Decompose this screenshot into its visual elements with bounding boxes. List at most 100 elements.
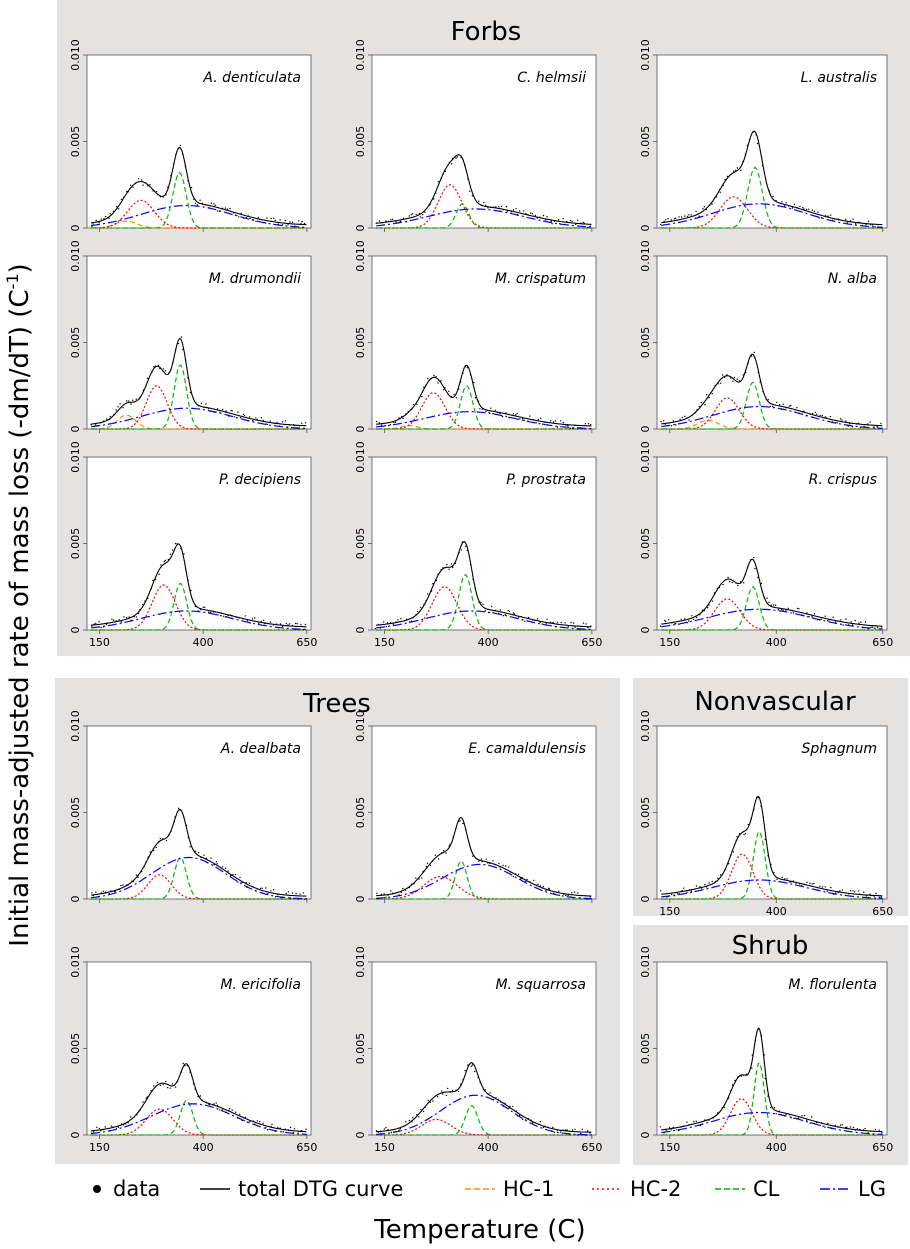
data-point xyxy=(791,207,794,209)
data-point xyxy=(826,890,828,892)
data-point xyxy=(724,178,726,181)
data-point xyxy=(399,220,402,222)
data-point xyxy=(750,817,752,820)
data-point xyxy=(434,854,437,856)
data-point xyxy=(694,890,696,893)
data-point xyxy=(837,218,839,220)
data-point xyxy=(415,614,417,616)
data-point xyxy=(742,374,744,376)
data-point xyxy=(571,220,573,222)
panel-label: M. florulenta xyxy=(788,977,877,993)
data-point xyxy=(499,609,502,611)
data-point xyxy=(400,891,402,894)
data-point xyxy=(111,618,113,621)
panel-frame xyxy=(371,725,597,900)
data-point xyxy=(821,886,824,888)
data-point xyxy=(873,426,875,428)
data-point xyxy=(455,157,457,159)
data-point xyxy=(162,1084,164,1086)
data-point xyxy=(552,1126,554,1129)
data-point xyxy=(265,1127,267,1129)
data-point xyxy=(122,407,124,409)
data-point xyxy=(828,619,830,621)
data-point xyxy=(489,1092,491,1094)
data-point xyxy=(264,623,266,625)
data-point xyxy=(792,880,794,882)
data-point xyxy=(493,1098,495,1101)
y-tick-label: 0 xyxy=(639,426,652,433)
data-point xyxy=(854,619,856,622)
data-point xyxy=(867,1132,869,1134)
data-point xyxy=(412,403,414,406)
data-point xyxy=(559,1131,562,1133)
data-point xyxy=(676,893,679,895)
data-point xyxy=(542,423,544,425)
data-point xyxy=(234,214,237,217)
data-point xyxy=(221,207,224,209)
data-point xyxy=(678,623,680,625)
data-point xyxy=(209,410,211,413)
data-point xyxy=(391,218,394,220)
data-point xyxy=(170,175,172,177)
y-tick-label: 0.005 xyxy=(69,126,82,158)
data-point xyxy=(787,607,789,609)
data-point xyxy=(797,1117,800,1119)
data-point xyxy=(558,890,560,892)
data-point xyxy=(169,553,171,555)
data-point xyxy=(837,1125,839,1128)
data-point xyxy=(855,423,858,425)
panel-A_dealbata: 0 0.005 0.010 A. dealbata xyxy=(69,710,312,903)
data-point xyxy=(796,407,798,409)
data-point xyxy=(675,217,677,219)
data-point xyxy=(228,415,230,417)
data-point xyxy=(182,153,184,155)
data-point xyxy=(238,216,240,218)
data-point xyxy=(150,1090,152,1092)
data-point xyxy=(437,1096,439,1098)
panel-frame xyxy=(86,961,312,1136)
data-point xyxy=(760,156,763,158)
data-point xyxy=(255,417,257,419)
data-point xyxy=(254,890,257,892)
data-point xyxy=(764,1078,766,1080)
data-point xyxy=(541,623,543,625)
data-point xyxy=(783,1115,786,1117)
data-point xyxy=(701,1123,703,1125)
data-point xyxy=(91,225,93,227)
data-point xyxy=(770,1106,772,1109)
data-point xyxy=(142,184,144,186)
data-point xyxy=(404,889,407,891)
data-point xyxy=(165,194,167,196)
data-point xyxy=(279,1127,281,1129)
data-point xyxy=(92,894,95,897)
data-point xyxy=(125,1123,127,1125)
data-point xyxy=(419,216,421,218)
data-point xyxy=(216,1104,219,1107)
data-point xyxy=(876,426,879,428)
data-point xyxy=(739,833,741,835)
data-point xyxy=(529,881,531,883)
data-point xyxy=(235,616,237,618)
data-point xyxy=(757,576,759,579)
data-point xyxy=(772,405,774,408)
data-point xyxy=(480,601,482,603)
data-point xyxy=(813,1122,815,1125)
data-point xyxy=(487,611,490,614)
data-point xyxy=(237,411,239,413)
panel-label: A. dealbata xyxy=(220,741,301,757)
data-point xyxy=(515,1110,517,1112)
data-point xyxy=(667,218,669,220)
data-point xyxy=(296,623,298,625)
x-tick-label: 650 xyxy=(872,1141,893,1154)
data-point xyxy=(291,892,294,894)
data-point xyxy=(411,408,413,411)
data-point xyxy=(285,622,287,625)
data-point xyxy=(410,883,413,885)
data-point xyxy=(164,370,167,372)
data-point xyxy=(302,892,304,894)
data-point xyxy=(778,1110,781,1112)
data-point xyxy=(120,198,123,201)
data-point xyxy=(423,603,425,605)
curve-cl xyxy=(661,381,883,430)
data-point xyxy=(467,1064,469,1066)
